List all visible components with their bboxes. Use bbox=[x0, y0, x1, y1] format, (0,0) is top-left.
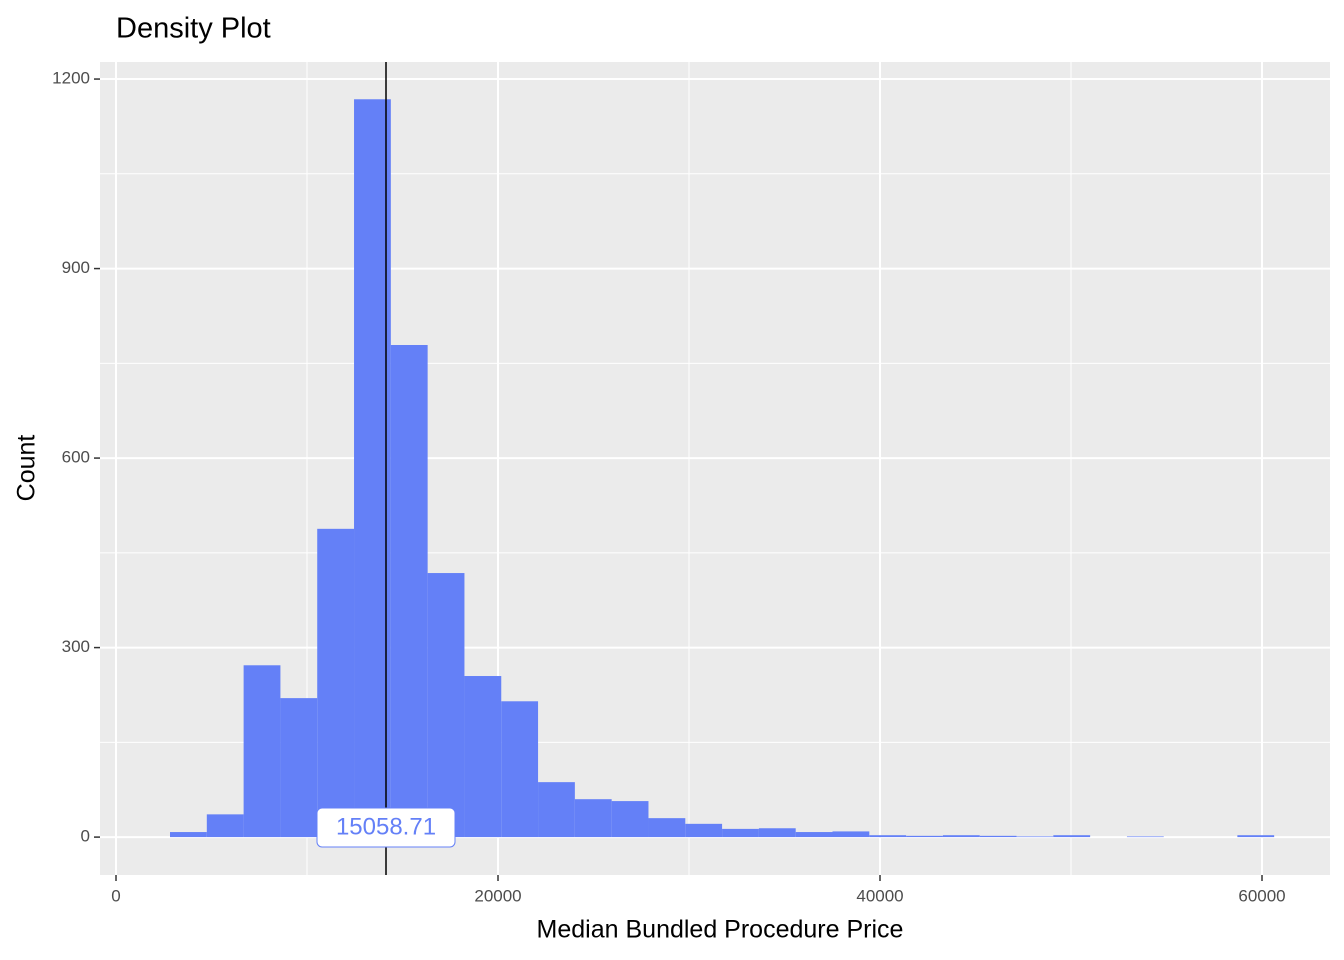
bar bbox=[869, 835, 907, 838]
bar bbox=[243, 665, 281, 838]
bar bbox=[1237, 835, 1275, 838]
y-tick-label: 1200 bbox=[52, 69, 90, 88]
bar bbox=[1126, 836, 1164, 838]
annotation: 15058.71 bbox=[336, 813, 436, 840]
bar bbox=[501, 701, 539, 838]
bar bbox=[464, 676, 502, 838]
y-tick-label: 300 bbox=[62, 637, 90, 656]
bar bbox=[611, 801, 649, 838]
bar bbox=[906, 835, 943, 838]
x-axis-title: Median Bundled Procedure Price bbox=[537, 916, 904, 944]
x-tick-label: 0 bbox=[111, 886, 120, 905]
bar bbox=[795, 832, 833, 838]
x-tick-label: 60000 bbox=[1238, 886, 1285, 905]
bar bbox=[758, 828, 796, 838]
bar bbox=[832, 831, 870, 838]
y-tick-label: 600 bbox=[62, 448, 90, 467]
x-tick-label: 20000 bbox=[474, 886, 521, 905]
bar bbox=[538, 782, 575, 838]
bar bbox=[390, 345, 428, 838]
bar bbox=[317, 528, 355, 838]
x-tick-label: 40000 bbox=[856, 886, 903, 905]
bar bbox=[1016, 836, 1054, 838]
y-tick-label: 0 bbox=[81, 827, 90, 846]
bar bbox=[206, 814, 244, 838]
y-tick-label: 900 bbox=[62, 258, 90, 277]
y-axis-title: Count bbox=[13, 435, 41, 502]
bar bbox=[979, 835, 1017, 838]
bar bbox=[685, 823, 723, 838]
bar bbox=[942, 835, 980, 838]
bar bbox=[280, 698, 318, 838]
chart-title: Density Plot bbox=[116, 13, 271, 45]
bar bbox=[1053, 835, 1091, 838]
bar bbox=[427, 573, 465, 838]
bar bbox=[170, 832, 207, 838]
bar bbox=[722, 828, 759, 838]
bar bbox=[354, 99, 391, 838]
bar bbox=[574, 799, 612, 838]
bar bbox=[648, 818, 686, 838]
annotation-box bbox=[316, 807, 456, 848]
